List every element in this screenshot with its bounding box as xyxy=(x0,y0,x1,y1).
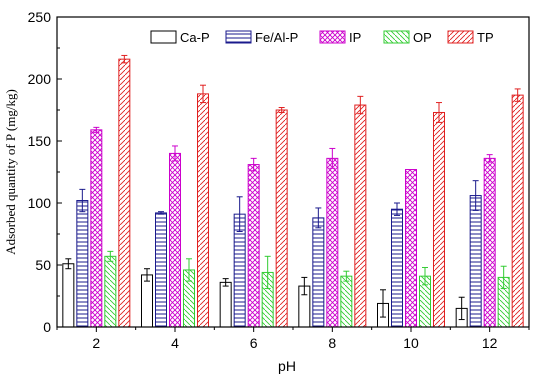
legend-label-fe-al-p: Fe/Al-P xyxy=(255,30,298,45)
legend-label-ca-p: Ca-P xyxy=(180,30,210,45)
y-axis-title: Adsorbed quantity of P (mg/kg) xyxy=(3,89,18,255)
bar-ca-p-ph-2 xyxy=(62,263,75,328)
bars-layer xyxy=(62,54,524,328)
bar-op-ph-2 xyxy=(104,255,117,328)
bar-fe-al-p-ph-2 xyxy=(76,200,89,328)
y-tick-label: 0 xyxy=(43,319,51,335)
legend: Ca-P Fe/Al-P IP OP TP xyxy=(150,30,494,45)
bar-tp-ph-12 xyxy=(511,94,524,328)
x-tick-label: 6 xyxy=(250,335,258,351)
x-tick-label: 12 xyxy=(482,335,498,351)
bar-fe-al-p-ph-10 xyxy=(391,208,403,328)
y-tick-label: 150 xyxy=(28,133,52,149)
legend-swatch-op xyxy=(383,30,410,44)
legend-swatch-fe-al-p xyxy=(225,30,252,44)
legend-swatch-ip xyxy=(319,30,346,44)
bar-ip-ph-4 xyxy=(169,152,181,328)
x-axis-title: pH xyxy=(278,358,296,374)
legend-label-tp: TP xyxy=(477,30,494,45)
axes-layer: 0 50 100 150 200 250 2 4 6 8 10 12 xyxy=(28,9,530,351)
bar-tp-ph-2 xyxy=(118,58,131,328)
legend-swatch-ca-p xyxy=(150,30,177,44)
legend-label-op: OP xyxy=(413,30,432,45)
x-tick-label: 10 xyxy=(403,335,419,351)
bar-tp-ph-4 xyxy=(197,93,209,328)
bar-ca-p-ph-6 xyxy=(219,281,232,328)
bar-fe-al-p-ph-12 xyxy=(469,195,482,328)
bar-ca-p-ph-4 xyxy=(141,274,153,328)
bar-ip-ph-10 xyxy=(405,169,417,328)
y-tick-label: 250 xyxy=(28,9,52,25)
y-tick-label: 100 xyxy=(28,195,52,211)
bar-ip-ph-2 xyxy=(90,129,103,328)
bar-ip-ph-6 xyxy=(247,164,260,328)
y-tick-label: 200 xyxy=(28,71,52,87)
x-tick-label: 8 xyxy=(328,335,336,351)
bar-ip-ph-8 xyxy=(326,157,339,328)
bar-fe-al-p-ph-8 xyxy=(312,217,325,328)
x-tick-label: 2 xyxy=(92,335,100,351)
y-tick-label: 50 xyxy=(35,257,51,273)
x-tick-label: 4 xyxy=(171,335,179,351)
bar-fe-al-p-ph-4 xyxy=(155,212,167,328)
bar-tp-ph-10 xyxy=(433,111,445,328)
legend-swatch-tp xyxy=(447,30,474,44)
bar-tp-ph-6 xyxy=(275,109,288,328)
bar-ip-ph-12 xyxy=(483,157,496,328)
bar-op-ph-8 xyxy=(340,275,353,328)
bar-tp-ph-8 xyxy=(354,104,367,328)
legend-label-ip: IP xyxy=(349,30,361,45)
